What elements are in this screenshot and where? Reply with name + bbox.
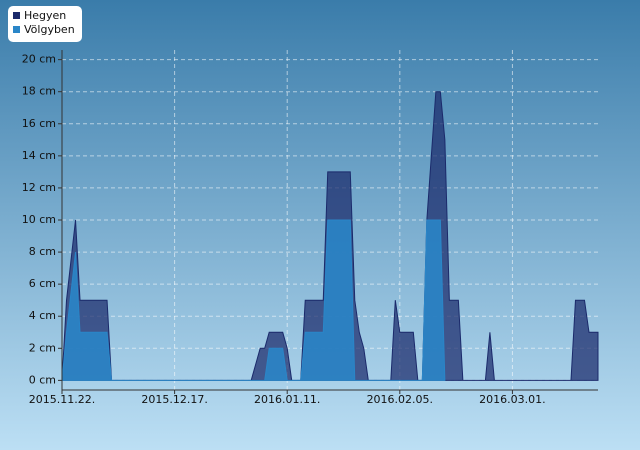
y-tick-label: 18 cm xyxy=(22,85,56,98)
y-tick-label: 14 cm xyxy=(22,149,56,162)
x-tick-label: 2016.02.05. xyxy=(367,393,433,406)
y-tick-label: 6 cm xyxy=(29,277,56,290)
y-tick-label: 2 cm xyxy=(29,341,56,354)
y-tick-label: 0 cm xyxy=(29,373,56,386)
legend-swatch xyxy=(13,12,20,19)
x-tick-label: 2016.03.01. xyxy=(479,393,545,406)
x-tick-label: 2015.11.22. xyxy=(29,393,95,406)
legend-label: Hegyen xyxy=(24,9,66,22)
y-tick-label: 10 cm xyxy=(22,213,56,226)
legend-box xyxy=(8,6,82,42)
legend-swatch xyxy=(13,26,20,33)
y-tick-label: 12 cm xyxy=(22,181,56,194)
x-tick-label: 2016.01.11. xyxy=(254,393,320,406)
x-tick-label: 2015.12.17. xyxy=(141,393,207,406)
y-tick-label: 8 cm xyxy=(29,245,56,258)
legend-label: Völgyben xyxy=(24,23,75,36)
y-tick-label: 16 cm xyxy=(22,117,56,130)
y-tick-label: 20 cm xyxy=(22,53,56,66)
area xyxy=(61,219,446,381)
y-tick-label: 4 cm xyxy=(29,309,56,322)
